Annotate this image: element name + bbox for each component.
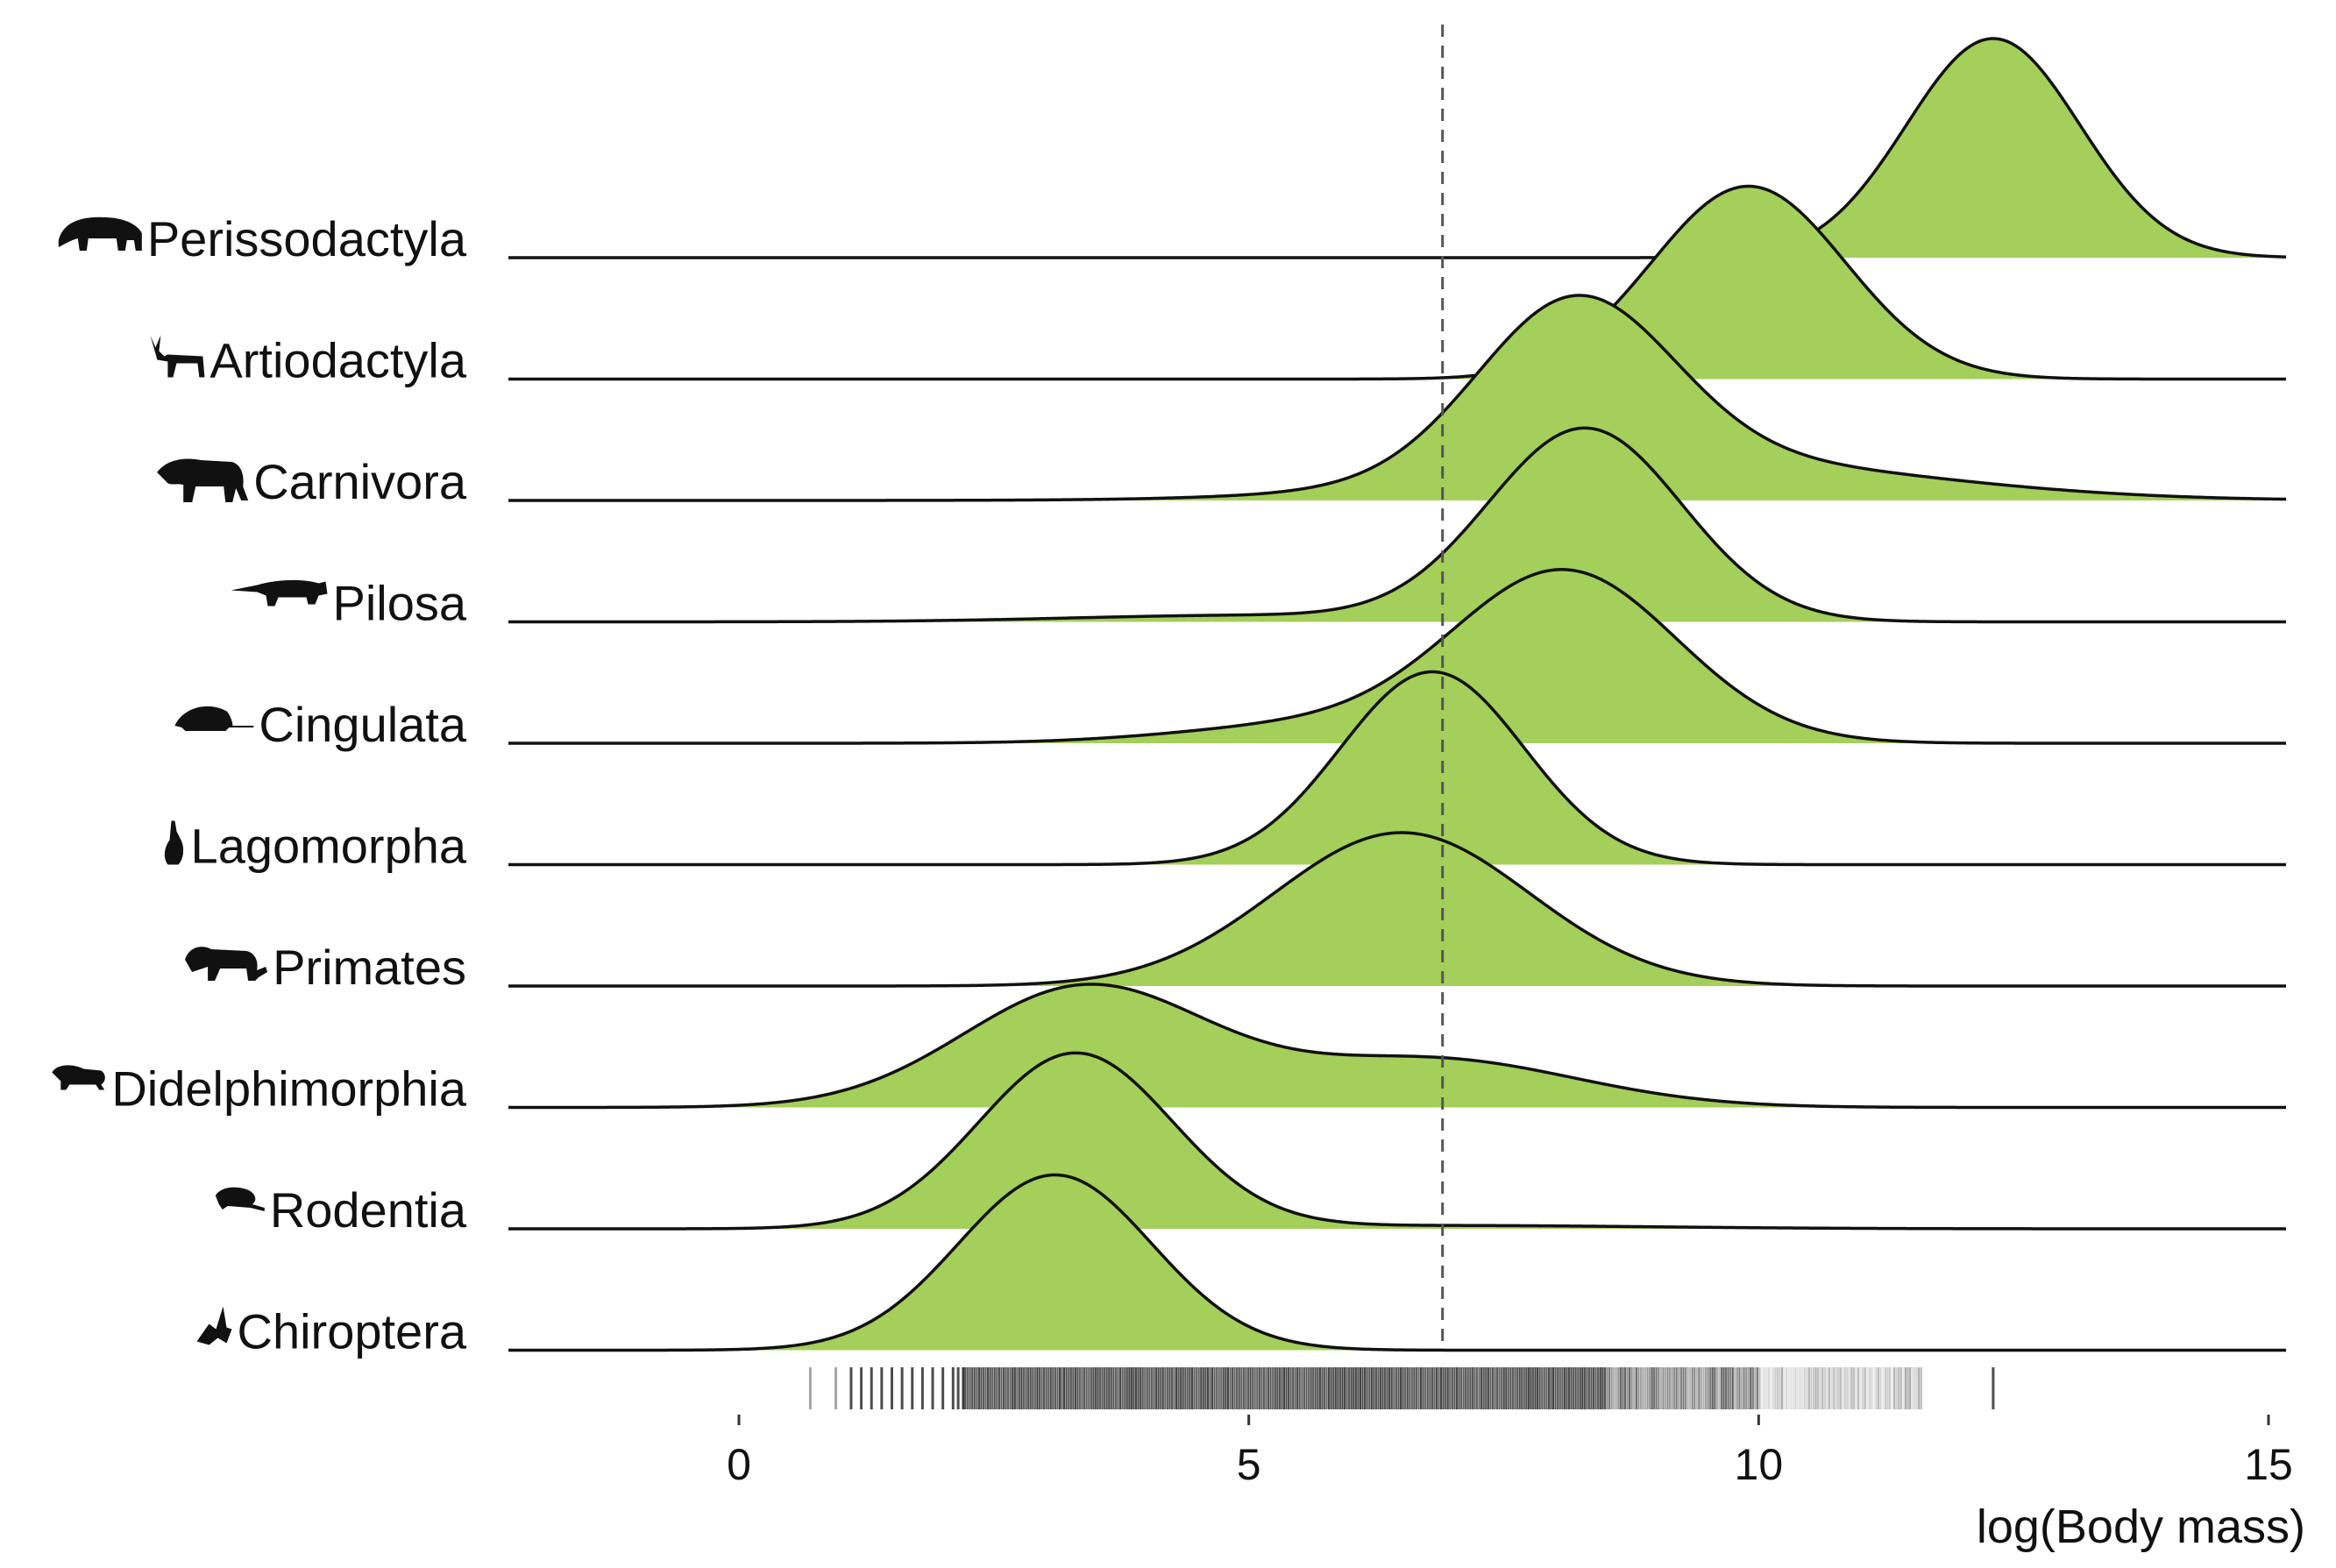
ridge-artiodactyla bbox=[508, 184, 2288, 381]
ridge-line bbox=[508, 983, 2286, 1110]
order-label-text: Carnivora bbox=[253, 454, 467, 509]
order-label-text: Primates bbox=[273, 940, 466, 995]
monkey-icon bbox=[185, 947, 268, 981]
order-label-text: Cingulata bbox=[259, 697, 466, 752]
ridge-area bbox=[508, 39, 2288, 258]
opossum-icon bbox=[52, 1065, 105, 1090]
ridge-area bbox=[508, 1053, 2288, 1229]
ridge-line bbox=[508, 184, 2286, 381]
order-label-didelphimorphia: Didelphimorphia bbox=[52, 1061, 467, 1117]
ridge-area bbox=[508, 1174, 2288, 1351]
ridge-area bbox=[508, 295, 2288, 500]
rabbit-icon bbox=[164, 820, 184, 865]
ridge-line bbox=[508, 1173, 2286, 1352]
ridge-didelphimorphia bbox=[508, 983, 2288, 1110]
data-rug bbox=[808, 1367, 1995, 1409]
deer-icon bbox=[150, 335, 205, 378]
density-ridges bbox=[508, 37, 2288, 1352]
order-label-text: Perissodactyla bbox=[147, 211, 467, 266]
x-tick-label: 5 bbox=[1237, 1440, 1261, 1489]
order-label-perissodactyla: Perissodactyla bbox=[58, 211, 467, 266]
order-label-chiroptera: Chiroptera bbox=[196, 1304, 467, 1359]
bat-icon bbox=[196, 1306, 232, 1345]
order-labels: Perissodactyla Artiodactyla Carnivora Pilos… bbox=[52, 211, 467, 1359]
ridge-area bbox=[508, 983, 2288, 1108]
order-label-lagomorpha: Lagomorpha bbox=[164, 819, 467, 874]
x-tick-label: 10 bbox=[1735, 1440, 1784, 1489]
order-label-rodentia: Rodentia bbox=[215, 1182, 467, 1238]
order-label-text: Rodentia bbox=[270, 1182, 467, 1238]
order-label-text: Artiodactyla bbox=[209, 333, 466, 388]
ridge-line bbox=[508, 831, 2286, 988]
armadillo-icon bbox=[174, 706, 254, 731]
ridge-pilosa bbox=[508, 426, 2288, 624]
x-axis-title: log(Body mass) bbox=[1977, 1501, 2305, 1553]
order-label-pilosa: Pilosa bbox=[231, 576, 467, 631]
ridge-line bbox=[508, 37, 2287, 259]
ridge-line bbox=[508, 426, 2286, 624]
order-label-artiodactyla: Artiodactyla bbox=[150, 333, 467, 388]
ridge-primates bbox=[508, 831, 2288, 988]
rat-icon bbox=[215, 1187, 265, 1211]
x-tick-label: 0 bbox=[727, 1440, 751, 1489]
tapir-icon bbox=[58, 216, 142, 251]
ridge-line bbox=[508, 670, 2286, 867]
ridge-line bbox=[508, 1051, 2286, 1231]
big-cat-icon bbox=[157, 458, 249, 502]
order-label-carnivora: Carnivora bbox=[157, 454, 467, 509]
ridge-area bbox=[508, 671, 2288, 865]
ridge-area bbox=[508, 833, 2288, 986]
x-tick-label: 15 bbox=[2244, 1440, 2293, 1489]
order-label-text: Pilosa bbox=[332, 576, 466, 631]
ridge-perissodactyla bbox=[508, 37, 2288, 259]
ridge-rodentia bbox=[508, 1051, 2288, 1231]
order-label-text: Chiroptera bbox=[238, 1304, 467, 1359]
order-label-primates: Primates bbox=[185, 940, 466, 995]
ridge-line bbox=[508, 294, 2287, 502]
ridge-line bbox=[508, 568, 2286, 745]
ridge-area bbox=[508, 186, 2288, 380]
order-label-cingulata: Cingulata bbox=[174, 697, 467, 752]
anteater-icon bbox=[231, 579, 328, 607]
ridge-lagomorpha bbox=[508, 670, 2288, 867]
order-label-text: Lagomorpha bbox=[191, 819, 467, 874]
x-axis: 0 5 10 15 log(Body mass) bbox=[727, 1415, 2305, 1553]
order-label-text: Didelphimorphia bbox=[111, 1061, 467, 1117]
ridge-chiroptera bbox=[508, 1173, 2288, 1352]
ridge-carnivora bbox=[508, 294, 2288, 502]
